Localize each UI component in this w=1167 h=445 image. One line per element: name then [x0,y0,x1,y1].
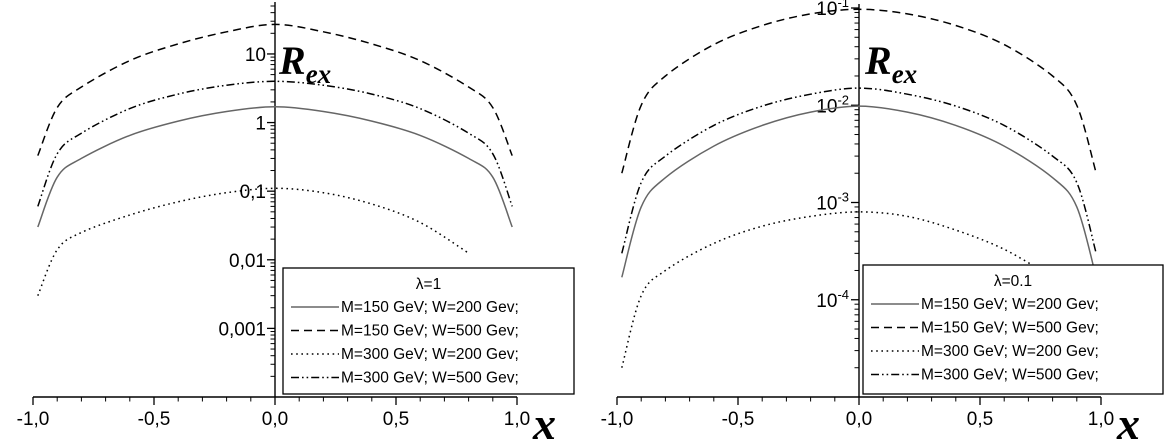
x-tick-label: 0,0 [262,409,288,430]
y-tick-label: 10 [245,45,266,66]
legend-entry: M=150 GeV; W=200 Gev; [921,296,1099,313]
x-tick-label: 1,0 [504,409,530,430]
y-axis-title: Rex [278,38,331,89]
legend-title: λ=0.1 [994,273,1032,290]
y-tick-label: 10-1 [816,0,849,20]
x-tick-label: 0,5 [967,409,993,430]
x-tick-label: -1,0 [17,409,50,430]
x-axis-title: x [532,398,556,445]
legend: λ=0.1 M=150 GeV; W=200 Gev; M=150 GeV; W=5… [862,264,1164,395]
chart-left: -1,0 -0,5 0,0 0,5 1,0 10 1 0,1 0,01 0,001 Rex x λ=1 M… [17,2,575,445]
legend-entry: M=150 GeV; W=200 Gev; [341,299,519,316]
y-tick-label: 10-3 [816,190,849,215]
legend-title: λ=1 [416,276,441,293]
y-tick-label: 0,01 [229,251,266,272]
x-tick-label: -0,5 [722,409,755,430]
series-line-3 [621,211,1053,368]
x-tick-label: 0,5 [383,409,409,430]
legend-entry: M=300 GeV; W=200 Gev; [341,346,519,363]
series-line-1 [37,106,513,228]
x-tick-label: -1,0 [601,409,634,430]
legend-entry: M=150 GeV; W=500 Gev; [341,323,519,340]
y-tick-label: 10-4 [816,287,849,312]
y-tick-label: 10-2 [816,92,849,117]
legend-entry: M=300 GeV; W=500 Gev; [921,367,1099,384]
y-tick-label: 1 [255,114,266,135]
legend-entry: M=300 GeV; W=200 Gev; [921,343,1099,360]
series-line-4 [37,80,513,207]
y-tick-label: 0,001 [218,319,266,340]
series-line-2 [37,23,513,156]
x-tick-label: 1,0 [1088,409,1114,430]
series-line-4 [621,87,1097,254]
legend-entry: M=300 GeV; W=500 Gev; [341,370,519,387]
legend-entry: M=150 GeV; W=500 Gev; [921,320,1099,337]
legend-box [862,264,1164,395]
x-axis-title: x [1116,398,1140,445]
x-tick-label: -0,5 [138,409,171,430]
y-tick-label: 0,1 [240,182,266,203]
legend: λ=1 M=150 GeV; W=200 Gev; M=150 GeV; W=500… [282,267,575,395]
series-line-2 [621,8,1097,174]
series-line-1 [621,105,1097,278]
x-tick-label: 0,0 [846,409,872,430]
y-axis-title: Rex [864,38,917,89]
chart-right: -1,0 -0,5 0,0 0,5 1,010-110-210-310-4Rexxλ=0… [601,0,1164,445]
